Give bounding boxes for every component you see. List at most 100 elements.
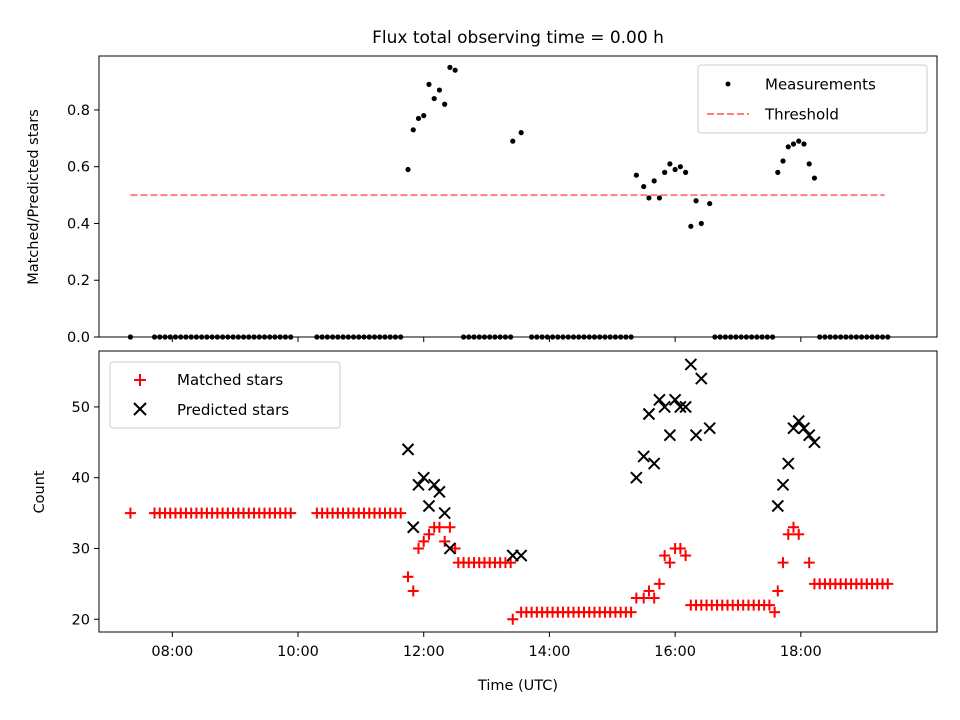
predicted-point	[808, 436, 821, 449]
predicted-point	[658, 400, 671, 414]
measurement-point	[646, 195, 652, 201]
predicted-point	[689, 429, 703, 442]
matched-point	[412, 542, 424, 554]
bottom-y-tick-label: 50	[72, 400, 90, 416]
bottom-y-tick-label: 40	[72, 471, 90, 487]
legend-matched-marker	[134, 374, 146, 386]
matched-point	[782, 528, 794, 540]
predicted-point	[797, 421, 811, 435]
measurement-point	[447, 64, 453, 70]
bottom-plot-frame	[98, 350, 938, 633]
predicted-point	[776, 478, 790, 491]
legend-predicted-label: Predicted stars	[177, 401, 289, 419]
measurement-point	[677, 164, 683, 170]
measurement-point	[806, 161, 812, 167]
matched-point	[787, 521, 799, 533]
measurement-point	[790, 141, 797, 147]
predicted-point	[438, 506, 451, 520]
measurement-point	[775, 169, 781, 175]
legend-matched-label: Matched stars	[177, 371, 283, 389]
matched-point	[439, 535, 451, 547]
top-y-tick-label: 0.0	[67, 330, 90, 346]
x-tick-label: 08:00	[151, 644, 193, 660]
top-x-ticks	[171, 337, 802, 342]
predicted-point	[407, 521, 420, 534]
matched-point	[625, 606, 637, 618]
matched-point	[763, 599, 775, 611]
top-y-tick-label: 0.8	[67, 103, 90, 119]
measurement-point	[667, 161, 673, 167]
bottom-y-axis-label: Count	[32, 470, 48, 513]
matched-point	[648, 592, 660, 604]
predicted-point	[630, 471, 643, 484]
measurement-point	[651, 178, 657, 184]
predicted-point	[771, 499, 784, 513]
predicted-point	[422, 499, 436, 513]
top-y-tick-label: 0.2	[67, 273, 90, 289]
measurement-point	[431, 95, 437, 102]
predicted-point	[663, 429, 677, 442]
measurement-point	[672, 166, 678, 173]
measurement-point	[698, 220, 704, 227]
legend-threshold-label: Threshold	[764, 106, 839, 124]
predicted-point	[695, 372, 708, 385]
matched-point	[793, 528, 805, 540]
predicted-point	[679, 400, 692, 414]
measurement-point	[780, 158, 786, 164]
predicted-point	[443, 542, 457, 555]
matched-point	[395, 507, 407, 519]
measurement-point	[510, 138, 516, 144]
legend-predicted-marker	[133, 402, 147, 416]
matched-point	[402, 571, 414, 583]
bottom-legend: Matched stars Predicted stars	[109, 361, 341, 429]
top-data-layer	[127, 64, 891, 340]
measurement-point	[641, 183, 647, 190]
matched-point	[664, 557, 676, 569]
measurement-point	[707, 200, 713, 207]
x-axis-label: Time (UTC)	[477, 678, 558, 694]
predicted-point	[401, 443, 415, 456]
matched-point	[433, 521, 445, 533]
predicted-point	[787, 421, 800, 435]
predicted-point	[653, 393, 666, 407]
predicted-point	[802, 429, 816, 442]
bottom-x-axis: 08:00 10:00 12:00 14:00 16:00 18:00	[151, 632, 822, 660]
matched-point	[449, 542, 461, 554]
measurement-point	[693, 198, 699, 204]
legend-measurements-label: Measurements	[765, 76, 876, 94]
measurement-point	[656, 195, 663, 201]
matched-point	[882, 578, 894, 590]
matched-point	[507, 613, 519, 625]
matched-point	[680, 550, 692, 562]
matched-point	[124, 507, 136, 519]
top-legend: Measurements Threshold	[697, 64, 928, 134]
x-tick-label: 18:00	[780, 644, 822, 660]
matched-point	[769, 606, 781, 618]
matched-point	[803, 557, 815, 569]
measurement-point	[405, 166, 411, 173]
matched-point	[285, 507, 297, 519]
matched-point	[643, 585, 655, 597]
matched-point	[418, 535, 430, 547]
matched-point	[772, 585, 784, 597]
predicted-point	[647, 457, 661, 470]
measurement-point	[811, 175, 818, 181]
matched-point	[653, 578, 665, 590]
measurement-point	[415, 115, 422, 122]
predicted-point	[668, 393, 682, 407]
matched-point	[444, 521, 456, 533]
predicted-point	[514, 549, 528, 562]
top-plot-frame	[98, 55, 938, 338]
measurement-point	[436, 87, 443, 93]
bottom-y-axis: 20 30 40 50	[72, 400, 99, 628]
measurement-point	[452, 67, 458, 73]
measurement-point	[410, 127, 416, 133]
bottom-y-tick-label: 30	[72, 541, 90, 557]
measurement-point	[688, 223, 694, 229]
predicted-point	[782, 457, 795, 470]
bottom-data-layer	[124, 358, 894, 625]
measurement-point	[518, 130, 524, 136]
bottom-y-tick-label: 20	[72, 612, 90, 628]
